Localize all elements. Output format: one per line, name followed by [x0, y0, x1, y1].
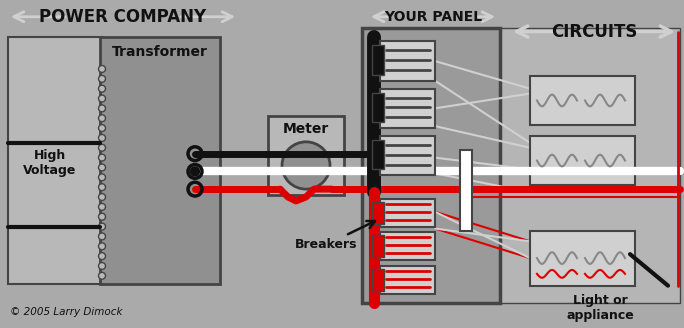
- Bar: [380, 199, 435, 227]
- Circle shape: [98, 66, 105, 72]
- Circle shape: [98, 134, 105, 141]
- Bar: [530, 136, 635, 185]
- Bar: [372, 45, 384, 75]
- Text: Breakers: Breakers: [295, 221, 375, 251]
- Bar: [372, 140, 384, 170]
- Circle shape: [98, 262, 105, 269]
- Circle shape: [191, 167, 200, 176]
- Bar: [8, 37, 103, 284]
- Circle shape: [98, 144, 105, 151]
- Circle shape: [98, 115, 105, 122]
- Bar: [530, 232, 635, 286]
- Text: POWER COMPANY: POWER COMPANY: [40, 8, 207, 26]
- Bar: [380, 266, 435, 294]
- Bar: [460, 150, 472, 231]
- Circle shape: [98, 184, 105, 191]
- Bar: [380, 41, 435, 81]
- Circle shape: [98, 233, 105, 240]
- Circle shape: [98, 203, 105, 210]
- Circle shape: [98, 213, 105, 220]
- Circle shape: [98, 223, 105, 230]
- Bar: [362, 28, 500, 303]
- Circle shape: [98, 105, 105, 112]
- Bar: [380, 89, 435, 128]
- Bar: [530, 76, 635, 125]
- Circle shape: [98, 164, 105, 171]
- Circle shape: [98, 194, 105, 200]
- Circle shape: [98, 154, 105, 161]
- Bar: [380, 233, 435, 260]
- Bar: [500, 28, 680, 303]
- Circle shape: [98, 75, 105, 82]
- Bar: [372, 92, 384, 122]
- Bar: [380, 136, 435, 175]
- Text: CIRCUITS: CIRCUITS: [551, 23, 637, 41]
- Text: High
Voltage: High Voltage: [23, 149, 77, 176]
- Bar: [372, 269, 384, 291]
- Circle shape: [98, 174, 105, 181]
- Bar: [268, 116, 344, 195]
- Text: Transformer: Transformer: [112, 45, 208, 59]
- Circle shape: [282, 142, 330, 189]
- Circle shape: [98, 243, 105, 250]
- Text: Light or
appliance: Light or appliance: [566, 294, 634, 321]
- Bar: [372, 202, 384, 224]
- Bar: [100, 37, 220, 284]
- Text: Meter: Meter: [283, 122, 329, 136]
- Bar: [372, 236, 384, 257]
- Text: YOUR PANEL: YOUR PANEL: [384, 10, 482, 24]
- Circle shape: [98, 95, 105, 102]
- Circle shape: [98, 85, 105, 92]
- Text: © 2005 Larry Dimock: © 2005 Larry Dimock: [10, 307, 122, 317]
- Circle shape: [98, 253, 105, 259]
- Circle shape: [98, 125, 105, 132]
- Circle shape: [98, 272, 105, 279]
